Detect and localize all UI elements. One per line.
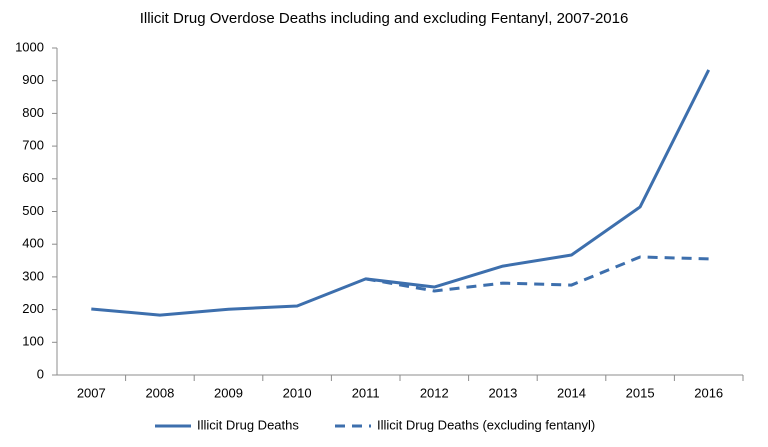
y-tick-label: 600 xyxy=(22,170,44,185)
chart-title: Illicit Drug Overdose Deaths including a… xyxy=(140,10,629,27)
x-tick-label: 2008 xyxy=(145,385,174,400)
y-tick-label: 0 xyxy=(37,366,44,381)
legend-label: Illicit Drug Deaths xyxy=(197,417,299,432)
y-tick-label: 100 xyxy=(22,334,44,349)
x-tick-label: 2012 xyxy=(420,385,449,400)
y-tick-label: 900 xyxy=(22,72,44,87)
x-tick-label: 2016 xyxy=(694,385,723,400)
x-tick-label: 2007 xyxy=(77,385,106,400)
y-tick-label: 1000 xyxy=(15,39,44,54)
x-tick-label: 2010 xyxy=(283,385,312,400)
y-tick-label: 500 xyxy=(22,203,44,218)
legend-label: Illicit Drug Deaths (excluding fentanyl) xyxy=(377,417,595,432)
y-tick-label: 800 xyxy=(22,105,44,120)
y-tick-label: 300 xyxy=(22,268,44,283)
x-tick-label: 2009 xyxy=(214,385,243,400)
x-tick-label: 2011 xyxy=(352,385,380,400)
y-tick-label: 700 xyxy=(22,138,44,153)
y-tick-label: 400 xyxy=(22,236,44,251)
data-line xyxy=(365,255,709,293)
x-tick-label: 2015 xyxy=(626,385,655,400)
data-line xyxy=(91,69,711,317)
x-tick-label: 2014 xyxy=(557,385,586,400)
y-tick-label: 200 xyxy=(22,301,44,316)
x-tick-label: 2013 xyxy=(488,385,517,400)
